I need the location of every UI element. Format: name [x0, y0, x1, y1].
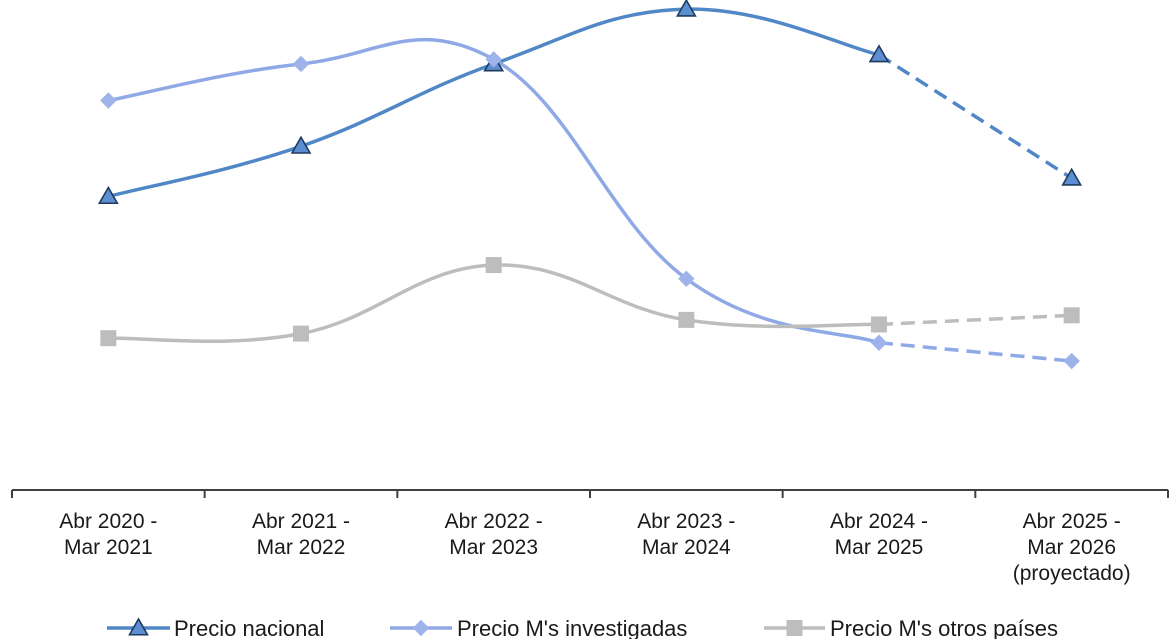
markers-precio-m-s-investigadas	[100, 51, 1080, 370]
data-point	[293, 325, 309, 342]
series-precio-m-s-investigadas	[106, 37, 1072, 363]
legend-label: Precio M's otros países	[830, 616, 1058, 639]
series-line-projected	[878, 341, 1072, 363]
x-tick-label-line: Mar 2024	[642, 536, 731, 559]
data-point	[292, 55, 310, 73]
x-tick-label: Abr 2022 - Mar 2023	[445, 510, 543, 559]
x-tick-label: Abr 2021 - Mar 2022	[252, 510, 350, 559]
legend-marker	[128, 617, 149, 636]
x-tick-label-line: Abr 2023 -	[637, 510, 735, 533]
data-point	[678, 311, 695, 328]
markers-precio-m-s-otros-paises	[100, 257, 1080, 347]
x-tick-label-line: Abr 2021 -	[252, 510, 350, 533]
markers-precio-nacional	[97, 0, 1083, 205]
x-tick-label-line: Abr 2022 -	[445, 510, 543, 533]
series-group	[97, 0, 1083, 370]
data-point	[1063, 352, 1080, 370]
data-point	[485, 257, 502, 274]
data-point	[100, 330, 117, 347]
x-tick-label-line: Mar 2022	[257, 536, 346, 559]
x-tick-label-line: Mar 2025	[835, 536, 924, 559]
x-tick-label-line: Abr 2025 -	[1023, 510, 1121, 533]
data-point	[871, 316, 887, 333]
x-tick-label-line: (proyectado)	[1013, 562, 1131, 585]
data-point	[868, 44, 890, 63]
legend-item-precio-m-s-investigadas: Precio M's investigadas	[390, 616, 687, 641]
x-tick-label-line: Mar 2026	[1027, 536, 1116, 559]
series-line-projected	[878, 313, 1072, 327]
series-line-projected	[878, 53, 1073, 180]
data-point	[870, 334, 888, 351]
data-point	[1063, 307, 1080, 324]
data-point	[1061, 167, 1083, 186]
data-point	[100, 92, 117, 109]
series-line	[106, 7, 881, 199]
legend-marker	[786, 620, 803, 636]
data-point	[290, 135, 312, 154]
x-tick-label: Abr 2023 - Mar 2024	[637, 510, 735, 559]
legend-item-precio-nacional: Precio nacional	[107, 616, 324, 641]
x-tick-label-line: Abr 2024 -	[830, 510, 928, 533]
data-point	[675, 0, 697, 17]
legend-label: Precio nacional	[174, 616, 324, 639]
legend-label: Precio M's investigadas	[457, 616, 687, 639]
x-tick-label: Abr 2025 - Mar 2026 (proyectado)	[1013, 510, 1131, 585]
legend: Precio nacional Precio M's investigadas Pr…	[107, 616, 1058, 641]
x-tick-label: Abr 2024 - Mar 2025	[830, 510, 928, 559]
x-tick-label-line: Mar 2023	[449, 536, 538, 559]
x-tick-label-line: Abr 2020 -	[59, 510, 157, 533]
legend-item-precio-m-s-otros-paises: Precio M's otros países	[764, 616, 1058, 641]
x-tick-label-line: Mar 2021	[64, 536, 153, 559]
legend-marker	[412, 619, 430, 637]
data-point	[678, 270, 695, 287]
series-precio-m-s-otros-paises	[106, 263, 1072, 344]
data-point	[97, 185, 119, 205]
series-line	[106, 263, 881, 344]
series-line	[106, 37, 881, 345]
data-point	[485, 51, 502, 68]
series-precio-nacional	[106, 7, 1073, 199]
x-tick-label: Abr 2020 - Mar 2021	[59, 510, 157, 559]
